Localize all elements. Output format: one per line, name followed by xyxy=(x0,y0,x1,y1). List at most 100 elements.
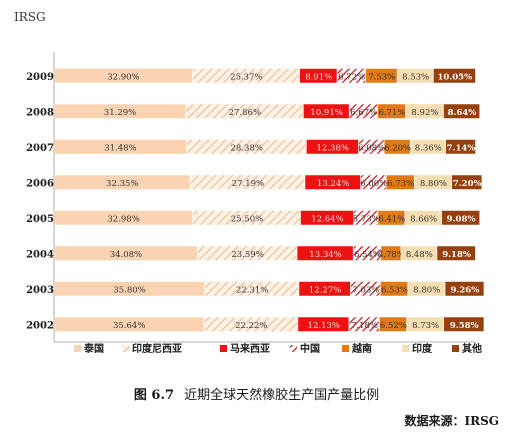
data-label: 10.91% xyxy=(310,108,342,118)
data-label: 9.26% xyxy=(451,285,480,295)
bar-segment-other xyxy=(433,68,476,83)
bar-segment-thailand xyxy=(54,246,198,261)
bar-segment-indonesia xyxy=(197,246,297,261)
bar-segment-malaysia xyxy=(299,281,351,296)
bar-segment-india xyxy=(406,104,443,119)
data-source: 数据来源：IRSG xyxy=(404,414,499,428)
legend-label: 泰国 xyxy=(83,342,104,355)
data-label: 27.19% xyxy=(232,179,264,189)
data-label: 7.14% xyxy=(447,143,476,153)
data-label: 12.13% xyxy=(308,321,340,331)
bar-segment-other xyxy=(444,317,484,332)
bars: 32.90% 25.37% 8.91% 6.72% 7.53% 8.53% 10.05% 31… xyxy=(54,68,484,332)
bar-segment-india xyxy=(405,210,442,225)
y-tick-label: 2006 xyxy=(26,178,54,189)
data-label: 7.20% xyxy=(453,179,482,189)
bar-segment-indonesia xyxy=(186,104,303,119)
data-label: 4.78% xyxy=(378,250,405,260)
legend-label: 印度尼西亚 xyxy=(132,342,182,355)
bar-segment-china xyxy=(337,68,366,83)
data-label: 25.50% xyxy=(231,214,263,224)
data-label: 8.53% xyxy=(402,72,429,82)
data-label: 8.64% xyxy=(448,108,477,118)
legend-swatch-vietnam xyxy=(342,345,349,352)
data-label: 9.18% xyxy=(442,250,471,260)
header-label: IRSG xyxy=(14,10,46,24)
bar-segment-china xyxy=(358,139,384,154)
data-label: 7.03% xyxy=(352,285,379,295)
bar-segment-malaysia xyxy=(298,317,349,332)
bar-segment-other xyxy=(445,139,476,154)
legend: 泰国 印度尼西亚 马来西亚 中国 越南 印度 其他 xyxy=(74,342,482,355)
data-label: 22.22% xyxy=(235,321,267,331)
bar-segment-other xyxy=(451,175,482,190)
bar-segment-other xyxy=(443,104,480,119)
bar-segment-china xyxy=(353,246,381,261)
data-label: 13.34% xyxy=(309,250,341,260)
data-label: 8.91% xyxy=(305,72,332,82)
data-label: 12.64% xyxy=(311,214,343,224)
data-label: 9.58% xyxy=(450,321,479,331)
data-label: 8.80% xyxy=(420,179,447,189)
bar-segment-thailand xyxy=(54,210,193,225)
bar-segment-vietnam xyxy=(379,317,407,332)
data-label: 22.31% xyxy=(236,285,268,295)
data-label: 9.08% xyxy=(447,214,476,224)
legend-swatch-malaysia xyxy=(220,345,227,352)
bar-segment-malaysia xyxy=(305,175,361,190)
bar-segment-india xyxy=(410,139,446,154)
bar-segment-thailand xyxy=(54,317,204,332)
legend-label: 印度 xyxy=(412,342,433,355)
data-label: 32.35% xyxy=(106,179,138,189)
legend-label: 其他 xyxy=(462,342,482,355)
data-label: 8.73% xyxy=(412,321,439,331)
bar-segment-thailand xyxy=(54,68,193,83)
data-label: 31.48% xyxy=(104,143,136,153)
legend-swatch-thailand xyxy=(74,345,81,352)
data-label: 34.08% xyxy=(110,250,142,260)
data-label: 12.27% xyxy=(309,285,341,295)
bar-segment-indonesia xyxy=(193,210,300,225)
data-label: 31.29% xyxy=(104,108,136,118)
y-tick-label: 2007 xyxy=(26,143,54,154)
legend-label: 越南 xyxy=(351,342,372,355)
data-label: 6.00% xyxy=(360,179,387,189)
legend-label: 马来西亚 xyxy=(230,342,270,355)
bar-segment-malaysia xyxy=(300,210,354,225)
bar-segment-indonesia xyxy=(186,139,306,154)
bar-segment-india xyxy=(414,175,452,190)
bar-segment-other xyxy=(445,281,484,296)
data-label: 35.64% xyxy=(113,321,145,331)
plot-frame: 2009 2008 2007 2006 2005 2004 2003 2002 xyxy=(26,52,476,343)
data-label: 7.53% xyxy=(368,72,395,82)
bar-segment-indonesia xyxy=(192,68,300,83)
bar-segment-china xyxy=(361,175,386,190)
bar-segment-indonesia xyxy=(190,175,305,190)
data-label: 8.36% xyxy=(415,143,442,153)
data-label: 5.73% xyxy=(353,214,380,224)
bar-segment-china xyxy=(354,210,378,225)
bar-segment-india xyxy=(408,281,445,296)
data-label: 6.53% xyxy=(381,285,408,295)
legend-swatch-china xyxy=(290,345,297,352)
data-label: 32.98% xyxy=(107,214,139,224)
figure-caption: 图 6.7 近期全球天然橡胶生产国产量比例 xyxy=(0,384,513,403)
bar-segment-thailand xyxy=(54,175,190,190)
data-label: 8.48% xyxy=(406,250,433,260)
data-label: 32.90% xyxy=(107,72,139,82)
bar-segment-indonesia xyxy=(205,281,299,296)
data-label: 6.08% xyxy=(358,143,385,153)
y-tick-label: 2004 xyxy=(26,249,54,260)
y-tick-label: 2003 xyxy=(26,285,54,296)
data-label: 6.72% xyxy=(338,72,365,82)
bar-segment-vietnam xyxy=(384,139,410,154)
y-tick-label: 2009 xyxy=(26,72,54,83)
caption-title: 近期全球天然橡胶生产国产量比例 xyxy=(184,388,380,403)
data-label: 6.71% xyxy=(378,108,405,118)
bar-segment-indonesia xyxy=(204,317,298,332)
bar-segment-malaysia xyxy=(297,246,353,261)
data-label: 6.41% xyxy=(378,214,405,224)
data-label: 28.38% xyxy=(231,143,263,153)
